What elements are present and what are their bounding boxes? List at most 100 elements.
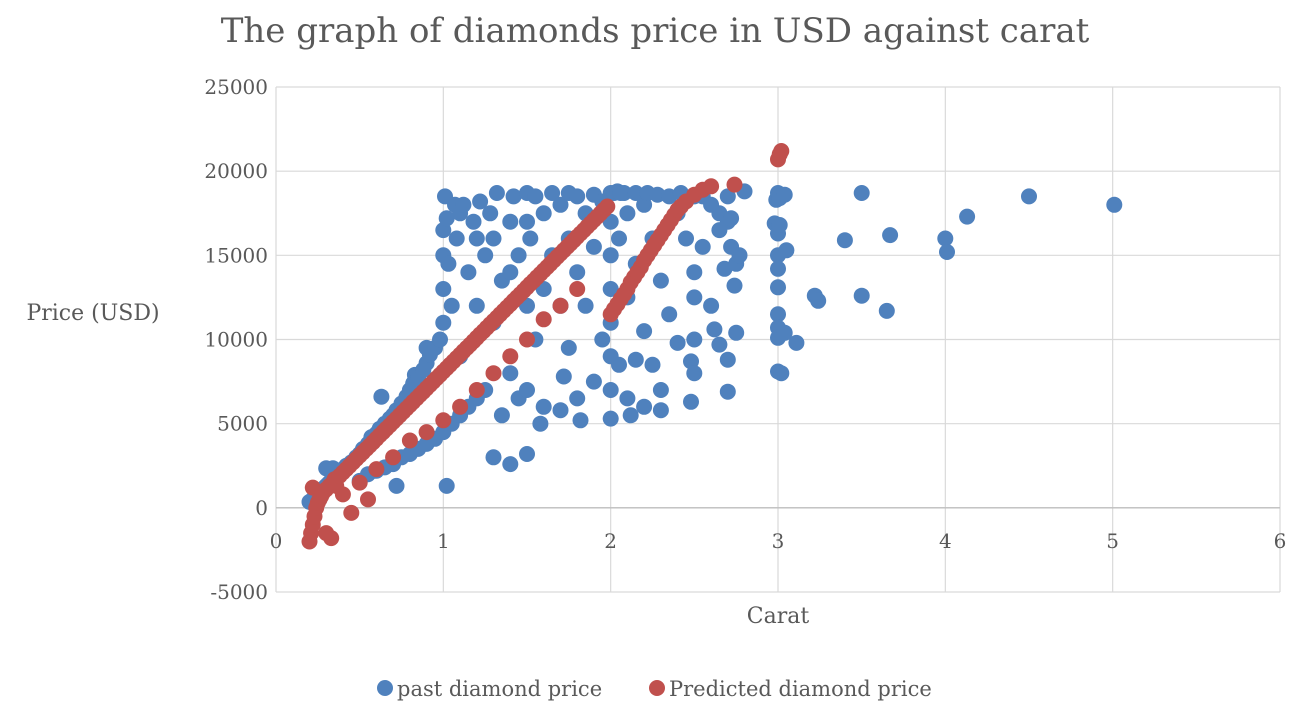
- data-point: [468, 382, 485, 398]
- x-axis-title: Carat: [747, 604, 810, 629]
- data-point: [728, 324, 745, 341]
- data-point: [452, 398, 469, 415]
- data-point: [836, 232, 853, 249]
- data-point: [485, 230, 502, 247]
- data-point: [602, 247, 619, 264]
- data-point: [485, 449, 502, 466]
- legend: past diamond price Predicted diamond pri…: [377, 677, 932, 701]
- data-point: [488, 185, 505, 201]
- data-point: [527, 188, 544, 205]
- data-point: [323, 530, 340, 547]
- data-point: [569, 390, 586, 407]
- data-point: [465, 213, 482, 230]
- data-point: [385, 449, 402, 466]
- data-point: [585, 373, 602, 390]
- y-axis-title: Price (USD): [26, 301, 159, 326]
- data-point: [622, 407, 639, 424]
- data-point: [652, 382, 669, 398]
- data-point: [810, 292, 827, 309]
- chart-title: The graph of diamonds price in USD again…: [221, 11, 1090, 51]
- y-tick-label: 5000: [217, 412, 268, 436]
- data-point: [611, 356, 627, 373]
- legend-label-predicted: Predicted diamond price: [669, 677, 932, 701]
- data-point: [776, 324, 793, 341]
- legend-label-past: past diamond price: [397, 677, 602, 701]
- data-point: [519, 382, 535, 398]
- data-point: [502, 213, 519, 230]
- data-point: [388, 477, 405, 494]
- data-point: [552, 196, 569, 213]
- data-point: [493, 407, 510, 424]
- data-point: [502, 348, 519, 365]
- data-point: [773, 143, 790, 159]
- data-point: [719, 188, 736, 205]
- data-point: [438, 210, 455, 227]
- data-point: [770, 260, 786, 277]
- data-point: [694, 238, 711, 255]
- data-point: [616, 185, 633, 201]
- series-past: [301, 183, 1123, 510]
- data-point: [627, 185, 644, 201]
- data-point: [853, 287, 870, 304]
- data-point: [683, 393, 699, 410]
- data-point: [636, 398, 653, 415]
- data-point: [440, 255, 457, 272]
- data-point: [418, 424, 435, 441]
- legend-marker-predicted: [649, 680, 665, 696]
- data-point: [636, 323, 653, 340]
- data-point: [577, 297, 594, 314]
- data-point: [627, 351, 644, 368]
- data-point: [532, 415, 549, 432]
- data-point: [435, 314, 452, 331]
- data-point: [502, 264, 519, 281]
- data-point: [535, 398, 552, 415]
- data-point: [619, 390, 636, 407]
- data-point: [544, 185, 561, 201]
- data-point: [661, 306, 678, 323]
- data-point: [878, 302, 895, 319]
- legend-marker-past: [377, 680, 393, 696]
- data-point: [649, 186, 666, 203]
- data-point: [334, 486, 351, 503]
- data-point: [535, 205, 552, 222]
- data-point: [519, 331, 535, 348]
- y-tick-label: 10000: [204, 328, 268, 352]
- data-point: [652, 402, 669, 419]
- data-point: [773, 365, 790, 382]
- data-point: [502, 365, 519, 382]
- data-point: [853, 185, 870, 201]
- data-point: [599, 198, 616, 215]
- data-point: [569, 264, 586, 281]
- data-point: [686, 331, 703, 348]
- data-point: [569, 188, 586, 205]
- data-point: [519, 446, 535, 462]
- data-point: [360, 491, 376, 508]
- data-point: [522, 230, 539, 247]
- data-point: [770, 306, 786, 323]
- y-tick-label: 15000: [204, 243, 268, 267]
- data-point: [611, 230, 627, 247]
- data-point: [468, 230, 485, 247]
- data-point: [448, 230, 465, 247]
- data-point: [432, 331, 448, 348]
- data-point: [569, 281, 586, 297]
- data-point: [726, 176, 743, 193]
- data-point: [686, 264, 703, 281]
- data-point: [669, 334, 686, 351]
- data-point: [703, 297, 720, 314]
- data-point: [401, 432, 418, 449]
- data-point: [703, 178, 720, 195]
- data-point: [937, 230, 954, 247]
- data-point: [472, 193, 489, 210]
- data-point: [482, 205, 499, 222]
- x-tick-label: 0: [270, 529, 283, 553]
- data-point: [502, 456, 519, 473]
- y-tick-label: 0: [255, 496, 268, 520]
- data-point: [939, 244, 955, 260]
- data-point: [686, 289, 703, 306]
- data-point: [652, 272, 669, 289]
- x-tick-label: 4: [939, 529, 952, 553]
- data-point: [555, 368, 572, 385]
- data-point: [602, 281, 619, 297]
